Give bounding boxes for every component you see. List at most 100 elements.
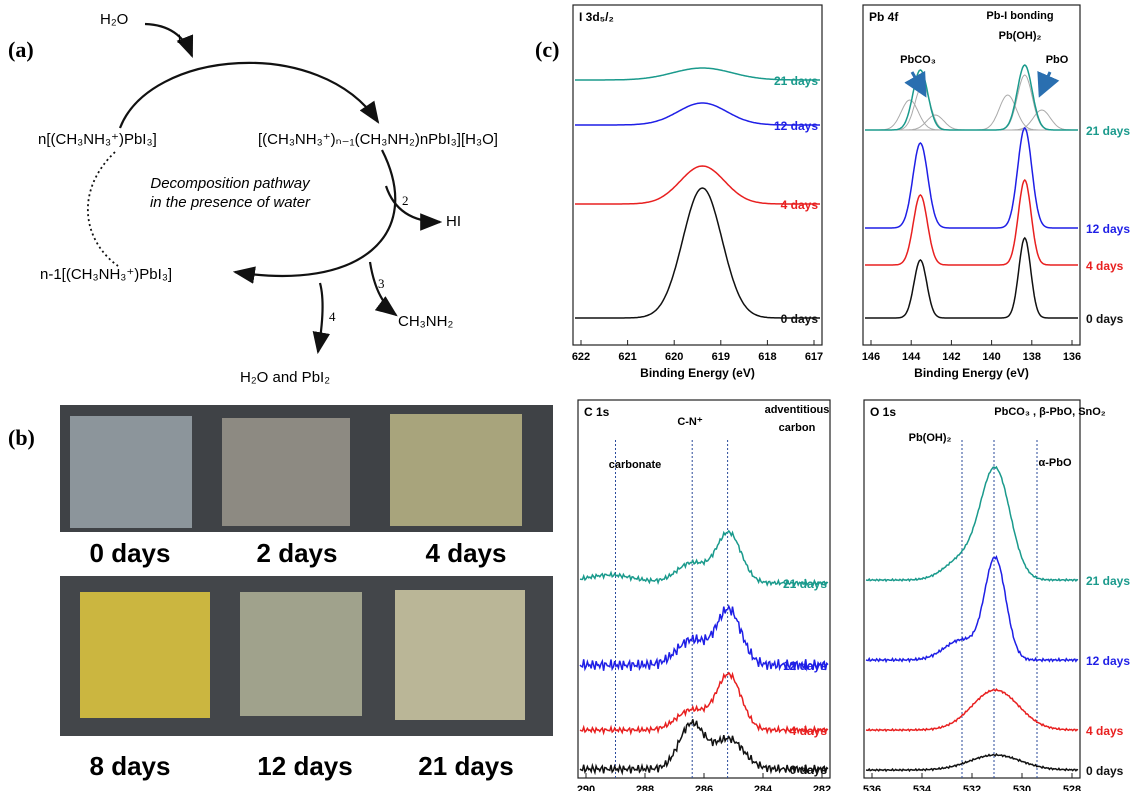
sample — [70, 416, 192, 528]
plot-title: C 1s — [584, 405, 610, 419]
component-fit — [865, 85, 1078, 130]
sample — [80, 592, 210, 718]
spectrum — [866, 557, 1078, 662]
arrow — [145, 24, 192, 56]
x-tick-label: 142 — [942, 351, 960, 363]
trace-label: 4 days — [790, 724, 828, 738]
arrow — [235, 150, 395, 276]
trace-label: 12 days — [1086, 222, 1130, 236]
panel-label: (b) — [8, 425, 35, 450]
annotation: α-PbO — [1038, 457, 1071, 469]
spectrum — [866, 754, 1078, 771]
arrow — [120, 63, 378, 128]
x-tick-label: 138 — [1023, 351, 1041, 363]
plot-frame — [573, 5, 822, 345]
annotation: Pb(OH)₂ — [999, 30, 1042, 42]
annotation: C-N⁺ — [677, 416, 703, 428]
trace-label: 0 days — [790, 763, 828, 777]
x-tick-label: 617 — [805, 351, 823, 363]
spectrum — [865, 180, 1078, 265]
plot-title: O 1s — [870, 405, 896, 419]
x-tick-label: 619 — [712, 351, 730, 363]
x-tick-label: 621 — [618, 351, 636, 363]
plot-title: Pb 4f — [869, 10, 899, 24]
sample-label: 21 days — [418, 751, 513, 781]
trace-label: 12 days — [783, 659, 827, 673]
spectrum — [866, 689, 1078, 731]
sample-label: 0 days — [90, 538, 171, 568]
x-axis-label: Binding Energy (eV) — [914, 366, 1029, 380]
x-tick-label: 144 — [902, 351, 921, 363]
x-tick-label: 532 — [963, 784, 981, 791]
figure: (a) H₂O n[(CH₃NH₃⁺)PbI₃] [(CH₃NH₃⁺)ₙ₋₁(C… — [0, 0, 1138, 791]
x-tick-label: 146 — [862, 351, 880, 363]
sample — [222, 418, 350, 526]
annotation: PbO — [1046, 54, 1069, 66]
dotted-arrow — [88, 152, 118, 266]
trace-label: 21 days — [783, 577, 827, 591]
x-tick-label: 618 — [758, 351, 776, 363]
sample — [395, 590, 525, 720]
sample-label: 8 days — [90, 751, 171, 781]
arrow — [318, 283, 323, 352]
species: H₂O — [100, 11, 128, 28]
species: n[(CH₃NH₃⁺)PbI₃] — [38, 131, 157, 148]
step-number: 1 — [176, 31, 183, 46]
species: H₂O and PbI₂ — [240, 369, 330, 386]
x-tick-label: 620 — [665, 351, 683, 363]
annotation: PbCO₃ — [900, 54, 936, 66]
trace-label: 0 days — [781, 312, 819, 326]
x-tick-label: 530 — [1013, 784, 1031, 791]
species: CH₃NH₂ — [398, 313, 453, 330]
trace-label: 21 days — [774, 74, 818, 88]
x-tick-label: 622 — [572, 351, 590, 363]
panel-b: (b) 0 days 2 days 4 days 8 days 12 days … — [8, 405, 553, 781]
annotation: carbon — [779, 422, 816, 434]
trace-label: 4 days — [1086, 724, 1124, 738]
trace-label: 0 days — [1086, 312, 1124, 326]
spectrum — [865, 238, 1078, 318]
annotation: carbonate — [609, 459, 662, 471]
step-number: 4 — [329, 309, 336, 324]
trace-label: 0 days — [1086, 764, 1124, 778]
x-tick-label: 288 — [636, 784, 654, 791]
species: [(CH₃NH₃⁺)ₙ₋₁(CH₃NH₂)nPbI₃][H₃O] — [258, 131, 498, 148]
sample-label: 12 days — [257, 751, 352, 781]
x-tick-label: 528 — [1063, 784, 1081, 791]
x-tick-label: 536 — [863, 784, 881, 791]
component-fit — [865, 100, 1078, 130]
trace-label: 21 days — [1086, 574, 1130, 588]
sample-label: 4 days — [426, 538, 507, 568]
annotation: Pb-I bonding — [986, 10, 1053, 22]
x-tick-label: 284 — [754, 784, 773, 791]
spectrum — [865, 128, 1078, 228]
x-tick-label: 286 — [695, 784, 713, 791]
annotation: adventitious — [765, 404, 830, 416]
annotation: PbCO₃ , β-PbO, SnO₂ — [994, 406, 1106, 418]
panel-label: (a) — [8, 37, 34, 62]
sample — [240, 592, 362, 716]
x-tick-label: 290 — [577, 784, 595, 791]
species: n-1[(CH₃NH₃⁺)PbI₃] — [40, 266, 172, 283]
x-tick-label: 282 — [813, 784, 831, 791]
caption: Decomposition pathway — [150, 175, 311, 192]
step-number: 2 — [402, 193, 409, 208]
trace-label: 4 days — [1086, 259, 1124, 273]
annotation: Pb(OH)₂ — [909, 432, 952, 444]
species: HI — [446, 213, 461, 230]
x-axis-label: Binding Energy (eV) — [640, 366, 755, 380]
pointer-arrow — [1040, 72, 1050, 95]
panel-a: (a) H₂O n[(CH₃NH₃⁺)PbI₃] [(CH₃NH₃⁺)ₙ₋₁(C… — [8, 11, 498, 386]
sample-label: 2 days — [257, 538, 338, 568]
panel-label: (c) — [535, 37, 559, 62]
trace-label: 4 days — [781, 198, 819, 212]
x-tick-label: 140 — [982, 351, 1000, 363]
x-tick-label: 136 — [1063, 351, 1081, 363]
trace-label: 12 days — [1086, 654, 1130, 668]
step-number: 3 — [378, 276, 385, 291]
x-tick-label: 534 — [913, 784, 932, 791]
caption: in the presence of water — [150, 194, 311, 211]
component-fit — [865, 115, 1078, 130]
trace-label: 21 days — [1086, 124, 1130, 138]
spectrum — [866, 467, 1078, 581]
